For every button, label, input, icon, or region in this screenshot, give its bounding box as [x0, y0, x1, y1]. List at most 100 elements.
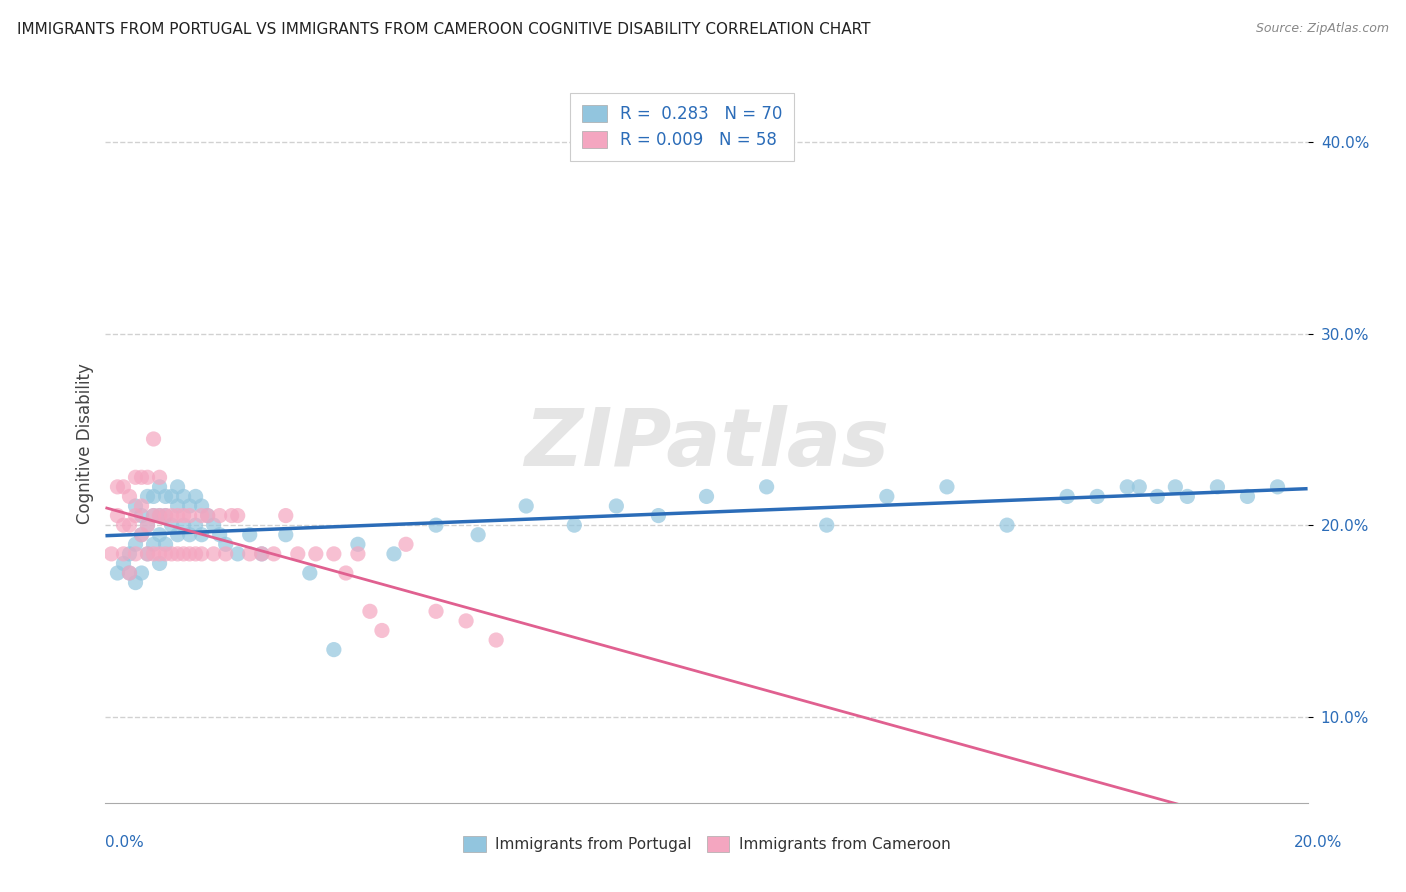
- Point: [148, 508, 170, 523]
- Point: [100, 547, 122, 561]
- Point: [131, 508, 153, 523]
- Point: [131, 527, 153, 541]
- Point: [305, 547, 328, 561]
- Point: [148, 557, 170, 571]
- Point: [755, 480, 778, 494]
- Point: [173, 518, 195, 533]
- Point: [136, 518, 159, 533]
- Point: [136, 490, 159, 504]
- Point: [148, 527, 170, 541]
- Point: [1236, 490, 1258, 504]
- Point: [166, 499, 188, 513]
- Text: ZIPatlas: ZIPatlas: [524, 405, 889, 483]
- Point: [250, 547, 273, 561]
- Point: [263, 547, 285, 561]
- Point: [190, 499, 212, 513]
- Point: [1085, 490, 1108, 504]
- Point: [112, 547, 135, 561]
- Point: [190, 527, 212, 541]
- Text: 20.0%: 20.0%: [1295, 836, 1343, 850]
- Point: [112, 557, 135, 571]
- Point: [226, 547, 249, 561]
- Point: [124, 508, 146, 523]
- Point: [467, 527, 489, 541]
- Point: [131, 470, 153, 484]
- Point: [160, 490, 183, 504]
- Point: [148, 508, 170, 523]
- Point: [208, 508, 231, 523]
- Point: [166, 480, 188, 494]
- Point: [221, 508, 243, 523]
- Point: [208, 527, 231, 541]
- Point: [131, 527, 153, 541]
- Point: [605, 499, 627, 513]
- Point: [202, 518, 225, 533]
- Point: [425, 518, 447, 533]
- Point: [166, 547, 188, 561]
- Point: [322, 547, 344, 561]
- Point: [148, 480, 170, 494]
- Point: [190, 547, 212, 561]
- Point: [160, 508, 183, 523]
- Point: [131, 499, 153, 513]
- Point: [1128, 480, 1150, 494]
- Point: [214, 547, 236, 561]
- Point: [124, 537, 146, 551]
- Point: [1267, 480, 1289, 494]
- Point: [371, 624, 394, 638]
- Point: [250, 547, 273, 561]
- Point: [112, 480, 135, 494]
- Y-axis label: Cognitive Disability: Cognitive Disability: [76, 363, 94, 524]
- Text: 0.0%: 0.0%: [105, 836, 145, 850]
- Point: [118, 566, 141, 580]
- Point: [179, 527, 201, 541]
- Point: [166, 527, 188, 541]
- Point: [456, 614, 478, 628]
- Point: [995, 518, 1018, 533]
- Point: [197, 508, 219, 523]
- Point: [142, 508, 165, 523]
- Point: [214, 537, 236, 551]
- Point: [118, 566, 141, 580]
- Point: [112, 518, 135, 533]
- Point: [190, 508, 212, 523]
- Point: [124, 547, 146, 561]
- Point: [359, 604, 381, 618]
- Point: [936, 480, 959, 494]
- Point: [118, 490, 141, 504]
- Point: [179, 508, 201, 523]
- Point: [107, 566, 129, 580]
- Point: [347, 537, 370, 551]
- Point: [322, 642, 344, 657]
- Point: [184, 518, 207, 533]
- Point: [179, 547, 201, 561]
- Point: [124, 575, 146, 590]
- Point: [155, 537, 177, 551]
- Point: [335, 566, 357, 580]
- Point: [118, 547, 141, 561]
- Point: [155, 508, 177, 523]
- Point: [142, 537, 165, 551]
- Point: [142, 432, 165, 446]
- Legend: R =  0.283   N = 70, R = 0.009   N = 58: R = 0.283 N = 70, R = 0.009 N = 58: [571, 93, 794, 161]
- Point: [197, 508, 219, 523]
- Point: [136, 518, 159, 533]
- Point: [131, 566, 153, 580]
- Point: [124, 499, 146, 513]
- Point: [107, 508, 129, 523]
- Point: [136, 547, 159, 561]
- Point: [239, 547, 262, 561]
- Point: [696, 490, 718, 504]
- Text: IMMIGRANTS FROM PORTUGAL VS IMMIGRANTS FROM CAMEROON COGNITIVE DISABILITY CORREL: IMMIGRANTS FROM PORTUGAL VS IMMIGRANTS F…: [17, 22, 870, 37]
- Point: [155, 547, 177, 561]
- Point: [1177, 490, 1199, 504]
- Point: [382, 547, 405, 561]
- Point: [160, 547, 183, 561]
- Point: [136, 547, 159, 561]
- Point: [124, 470, 146, 484]
- Point: [136, 470, 159, 484]
- Point: [155, 508, 177, 523]
- Point: [298, 566, 321, 580]
- Point: [118, 518, 141, 533]
- Point: [1206, 480, 1229, 494]
